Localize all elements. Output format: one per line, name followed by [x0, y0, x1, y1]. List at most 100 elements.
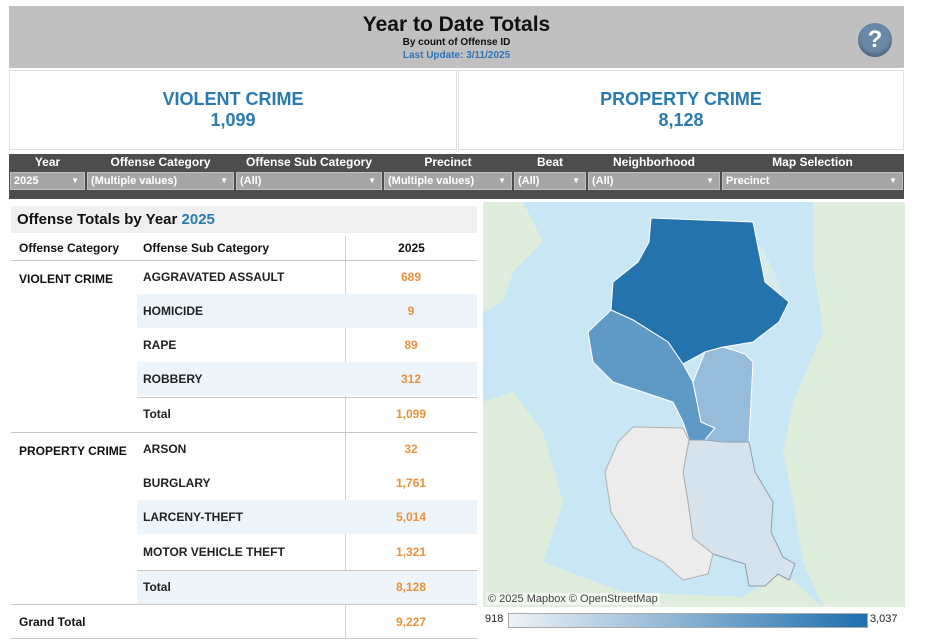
row-value: 1,761 — [395, 476, 427, 490]
filter-offense-category-value: (Multiple values) — [91, 175, 178, 187]
header-offense-category: Offense Category — [19, 241, 120, 255]
table-title: Offense Totals by Year 2025 — [11, 206, 477, 233]
row-sub-category: Total — [143, 407, 171, 421]
last-update-text: Last Update: 3/11/2025 — [402, 50, 511, 61]
header-year: 2025 — [398, 241, 425, 255]
map-land-east — [783, 202, 905, 607]
filter-offense-sub-category-dropdown[interactable]: (All) ▼ — [236, 172, 382, 190]
precinct-southwest-unselected[interactable] — [604, 426, 714, 581]
row-sub-category: Total — [143, 580, 171, 594]
row-value: 1,321 — [395, 545, 427, 559]
map-land-west-lower — [483, 392, 563, 582]
table-title-text: Offense Totals by Year — [17, 211, 178, 228]
chevron-down-icon: ▼ — [71, 176, 79, 185]
chevron-down-icon: ▼ — [220, 176, 228, 185]
row-sub-category: MOTOR VEHICLE THEFT — [143, 545, 285, 559]
table-row[interactable]: AGGRAVATED ASSAULT 689 — [137, 260, 477, 294]
chevron-down-icon: ▼ — [706, 176, 714, 185]
chevron-down-icon: ▼ — [889, 176, 897, 185]
filter-offense-category: Offense Category (Multiple values) ▼ — [86, 154, 235, 199]
grand-total-label: Grand Total — [19, 615, 86, 629]
filter-year-label: Year — [34, 155, 61, 169]
table-row-total[interactable]: Total 1,099 — [137, 397, 477, 431]
row-value: 32 — [404, 442, 418, 456]
legend-min-value: 918 — [485, 613, 504, 625]
page-subtitle: By count of Offense ID — [402, 37, 511, 48]
filter-neighborhood-label: Neighborhood — [613, 155, 695, 169]
question-icon[interactable]: ? — [858, 23, 892, 57]
chevron-down-icon: ▼ — [368, 176, 376, 185]
table-row[interactable]: BURGLARY 1,761 — [137, 466, 477, 500]
category-violent-crime: VIOLENT CRIME — [19, 272, 114, 286]
filter-year-value: 2025 — [14, 175, 39, 187]
filter-precinct: Precinct (Multiple values) ▼ — [383, 154, 513, 199]
category-divider — [11, 604, 477, 605]
table-row[interactable]: ARSON 32 — [137, 432, 477, 466]
map-land-west — [483, 202, 543, 312]
filter-map-selection-value: Precinct — [726, 175, 770, 187]
page-title: Year to Date Totals — [362, 13, 551, 36]
row-sub-category: BURGLARY — [143, 476, 211, 490]
map-canvas[interactable] — [483, 202, 905, 607]
table-row[interactable]: RAPE 89 — [137, 328, 477, 362]
row-value: 689 — [400, 270, 422, 284]
map-attribution[interactable]: © 2025 Mapbox © OpenStreetMap — [486, 593, 660, 605]
table-bottom-border — [11, 638, 477, 639]
filter-beat-value: (All) — [518, 175, 540, 187]
row-sub-category: RAPE — [143, 338, 177, 352]
row-value: 5,014 — [395, 510, 427, 524]
category-property-crime: PROPERTY CRIME — [19, 444, 127, 458]
filter-precinct-value: (Multiple values) — [388, 175, 475, 187]
table-row-total[interactable]: Total 8,128 — [137, 570, 477, 604]
table-row[interactable]: MOTOR VEHICLE THEFT 1,321 — [137, 535, 477, 569]
table-row[interactable]: HOMICIDE 9 — [137, 294, 477, 328]
table-row[interactable]: LARCENY-THEFT 5,014 — [137, 500, 477, 534]
filter-precinct-dropdown[interactable]: (Multiple values) ▼ — [384, 172, 512, 190]
filter-map-selection-label: Map Selection — [772, 155, 853, 169]
table-row[interactable]: ROBBERY 312 — [137, 362, 477, 396]
violent-crime-value: 1,099 — [210, 110, 256, 130]
row-value: 8,128 — [395, 580, 427, 594]
color-legend-bar — [508, 613, 868, 628]
filter-year: Year 2025 ▼ — [9, 154, 86, 199]
property-crime-kpi[interactable]: PROPERTY CRIME 8,128 — [458, 70, 904, 150]
header-offense-sub-category: Offense Sub Category — [143, 241, 270, 255]
row-sub-category: AGGRAVATED ASSAULT — [143, 270, 285, 284]
category-divider — [11, 432, 477, 433]
filter-neighborhood: Neighborhood (All) ▼ — [587, 154, 721, 199]
filter-offense-sub-category-value: (All) — [240, 175, 262, 187]
grand-total-row[interactable]: Grand Total 9,227 — [11, 605, 477, 639]
row-value: 89 — [404, 338, 418, 352]
property-crime-label: PROPERTY CRIME — [600, 89, 762, 109]
column-divider — [345, 236, 346, 639]
row-sub-category: ROBBERY — [143, 372, 203, 386]
precinct-map[interactable]: © 2025 Mapbox © OpenStreetMap — [483, 202, 905, 607]
chevron-down-icon: ▼ — [498, 176, 506, 185]
filter-map-selection-dropdown[interactable]: Precinct ▼ — [722, 172, 903, 190]
row-divider — [137, 570, 477, 571]
legend-max-value: 3,037 — [870, 613, 898, 625]
property-crime-value: 8,128 — [658, 110, 704, 130]
dashboard-header: Year to Date Totals By count of Offense … — [9, 6, 904, 68]
violent-crime-kpi[interactable]: VIOLENT CRIME 1,099 — [9, 70, 457, 150]
grand-total-value: 9,227 — [395, 615, 427, 629]
filter-offense-sub-category-label: Offense Sub Category — [245, 155, 373, 169]
filter-neighborhood-dropdown[interactable]: (All) ▼ — [588, 172, 720, 190]
table-title-year: 2025 — [181, 211, 215, 228]
row-value: 312 — [400, 372, 422, 386]
row-divider — [137, 397, 477, 398]
row-sub-category: ARSON — [143, 442, 187, 456]
precinct-north[interactable] — [610, 217, 790, 365]
filter-offense-category-label: Offense Category — [110, 155, 211, 169]
filter-neighborhood-value: (All) — [592, 175, 614, 187]
filter-year-dropdown[interactable]: 2025 ▼ — [10, 172, 85, 190]
row-sub-category: LARCENY-THEFT — [143, 510, 243, 524]
filter-beat-label: Beat — [536, 155, 563, 169]
header-divider — [11, 260, 477, 261]
chevron-down-icon: ▼ — [572, 176, 580, 185]
row-value: 9 — [407, 304, 415, 318]
filter-bar: Year 2025 ▼ Offense Category (Multiple va… — [9, 154, 904, 199]
filter-offense-category-dropdown[interactable]: (Multiple values) ▼ — [87, 172, 234, 190]
row-value: 1,099 — [395, 407, 427, 421]
filter-beat-dropdown[interactable]: (All) ▼ — [514, 172, 586, 190]
